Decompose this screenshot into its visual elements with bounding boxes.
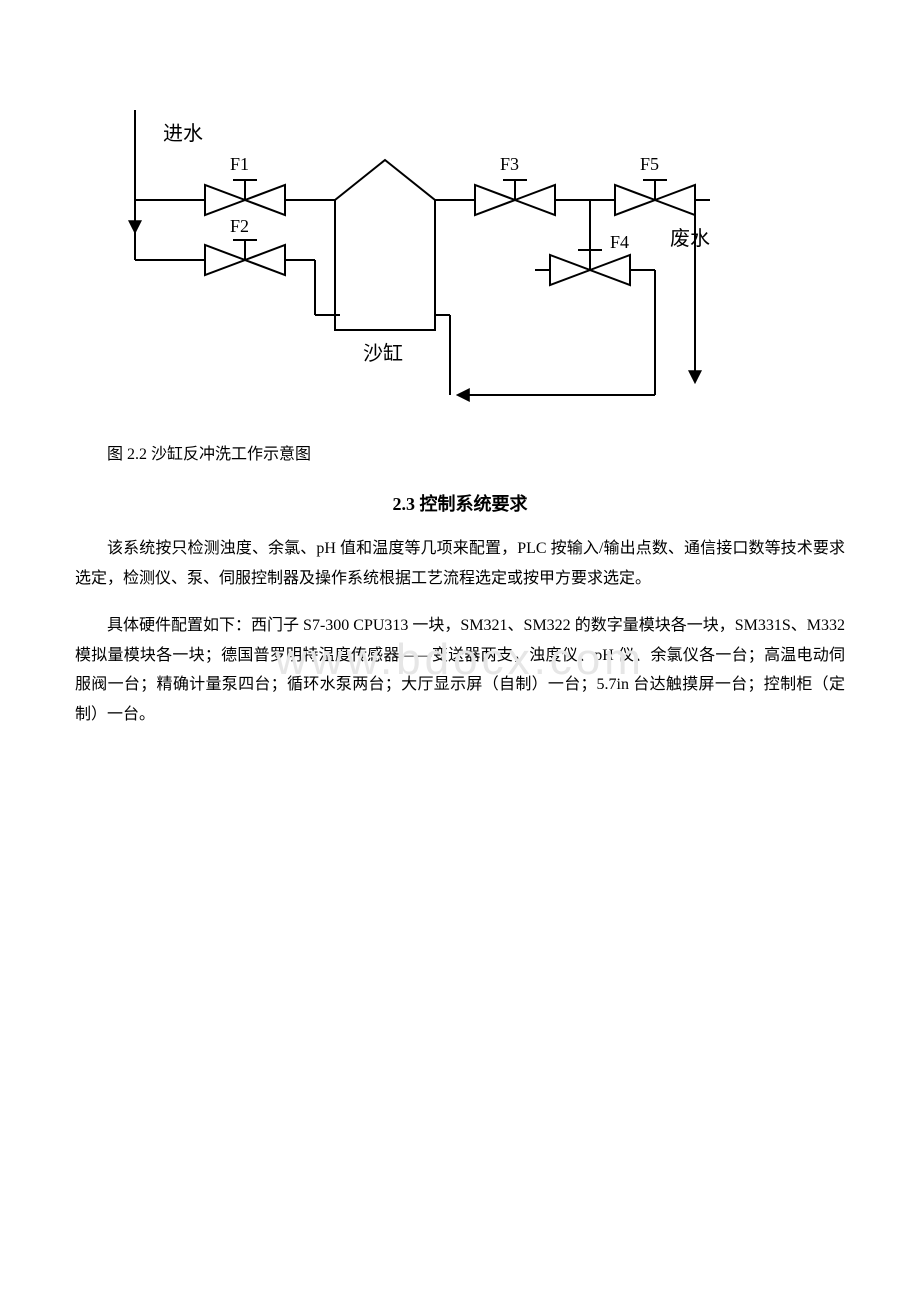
- paragraph-2: 具体硬件配置如下：西门子 S7-300 CPU313 一块，SM321、SM32…: [75, 611, 845, 729]
- label-f2: F2: [230, 216, 249, 236]
- figure-caption: 图 2.2 沙缸反冲洗工作示意图: [75, 440, 845, 464]
- sand-tank: 沙缸: [335, 160, 435, 365]
- label-f3: F3: [500, 154, 519, 174]
- paragraph-1: 该系统按只检测浊度、余氯、pH 值和温度等几项来配置，PLC 按输入/输出点数、…: [75, 534, 845, 593]
- section-title: 2.3 控制系统要求: [75, 490, 845, 516]
- label-inlet: 进水: [163, 122, 203, 145]
- label-tank: 沙缸: [363, 342, 403, 365]
- label-f5: F5: [640, 154, 659, 174]
- diagram-sand-tank-backwash: 进水 F1 F2: [115, 100, 715, 420]
- label-outlet: 废水: [670, 227, 710, 250]
- valve-f3: F3: [475, 154, 555, 215]
- valve-f1: F1: [205, 154, 285, 215]
- label-f1: F1: [230, 154, 249, 174]
- flow-diagram-svg: 进水 F1 F2: [115, 100, 715, 420]
- valve-f5: F5: [615, 154, 695, 215]
- label-f4: F4: [610, 232, 629, 252]
- valve-f2: F2: [205, 216, 285, 275]
